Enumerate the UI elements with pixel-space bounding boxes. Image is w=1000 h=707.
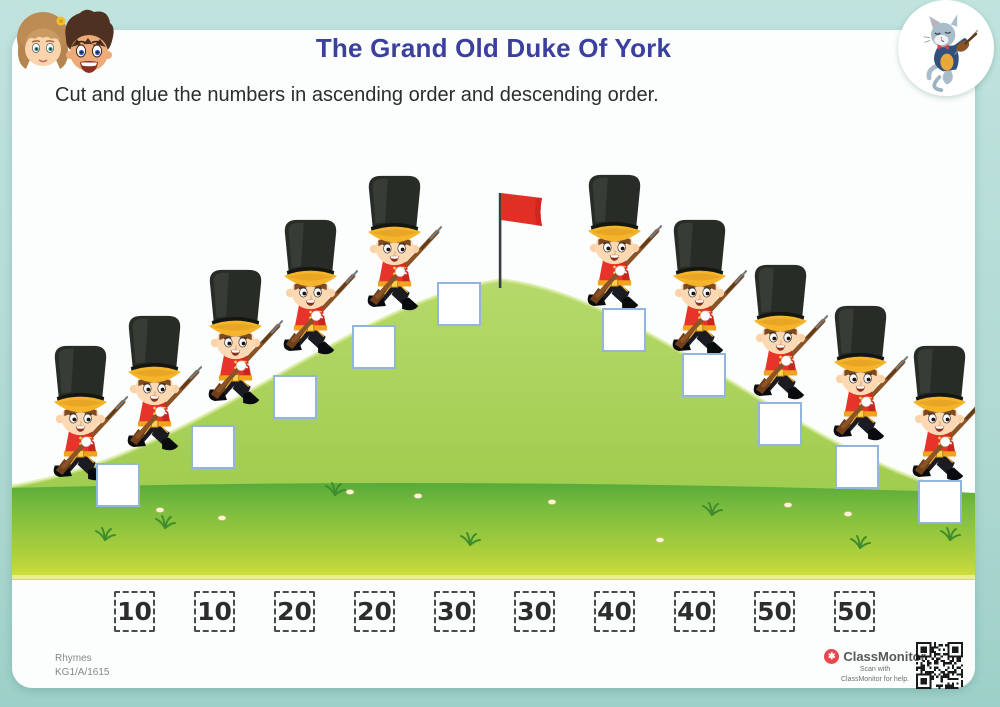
scan-help-line1: Scan with (859, 666, 891, 673)
number-tile-label: 50 (757, 597, 792, 626)
number-tile-label: 30 (517, 597, 552, 626)
flower (547, 499, 557, 505)
toy-soldier (284, 220, 357, 354)
number-tile[interactable]: 10 (114, 591, 155, 632)
number-tile-label: 40 (677, 597, 712, 626)
flower (655, 537, 665, 543)
footer-info: Rhymes KG1/A/1615 (55, 652, 109, 680)
number-tile-label: 30 (437, 597, 472, 626)
number-tile-label: 50 (837, 597, 872, 626)
number-tile[interactable]: 50 (754, 591, 795, 632)
number-tile[interactable]: 40 (674, 591, 715, 632)
number-tile[interactable]: 10 (194, 591, 235, 632)
number-tile[interactable]: 40 (594, 591, 635, 632)
footer-code: KG1/A/1615 (55, 667, 110, 678)
number-tile-label: 10 (117, 597, 152, 626)
qr-code (916, 642, 963, 689)
instruction-text: Cut and glue the numbers in ascending or… (55, 84, 659, 106)
kids-mascot (17, 9, 114, 73)
flag (498, 193, 542, 288)
glue-box[interactable] (437, 282, 481, 326)
scan-help-line2: ClassMonitor for help. (840, 676, 910, 683)
flower (155, 507, 165, 513)
toy-soldier (673, 220, 746, 354)
number-tile-label: 20 (357, 597, 392, 626)
glue-box[interactable] (602, 308, 646, 352)
field-grass (12, 483, 975, 580)
flower (345, 489, 355, 495)
number-tile[interactable]: 50 (834, 591, 875, 632)
footer-category: Rhymes (55, 653, 92, 664)
number-tile[interactable]: 30 (434, 591, 475, 632)
number-tile-label: 10 (197, 597, 232, 626)
hill-scene (12, 135, 975, 580)
toy-soldier (588, 175, 661, 309)
glue-box[interactable] (835, 445, 879, 489)
toy-soldier (834, 306, 907, 440)
glue-box[interactable] (758, 402, 802, 446)
flower (843, 511, 853, 517)
toy-soldier (913, 346, 975, 480)
toy-soldier (368, 176, 441, 310)
number-tile-label: 20 (277, 597, 312, 626)
number-tile-label: 40 (597, 597, 632, 626)
flower (217, 515, 227, 521)
toy-soldier (754, 265, 827, 399)
page-title: The Grand Old Duke Of York (315, 33, 672, 63)
classmonitor-logo-icon: ✱ (824, 649, 840, 664)
number-tiles-row: 10 10 20 20 30 30 40 40 50 50 (114, 591, 875, 632)
glue-box[interactable] (918, 480, 962, 524)
flower (413, 493, 423, 499)
cat-badge (898, 0, 994, 96)
number-tile[interactable]: 20 (354, 591, 395, 632)
number-tile[interactable]: 30 (514, 591, 555, 632)
glue-box[interactable] (352, 325, 396, 369)
glue-box[interactable] (273, 375, 317, 419)
glue-box[interactable] (191, 425, 235, 469)
glue-box[interactable] (682, 353, 726, 397)
brand-name: ClassMonitor (843, 649, 926, 664)
cat-fiddle-mascot (923, 14, 979, 92)
number-tile[interactable]: 20 (274, 591, 315, 632)
glue-box[interactable] (96, 463, 140, 507)
flower (783, 502, 793, 508)
brand-block: ✱ ClassMonitor Scan with ClassMonitor fo… (818, 649, 932, 684)
